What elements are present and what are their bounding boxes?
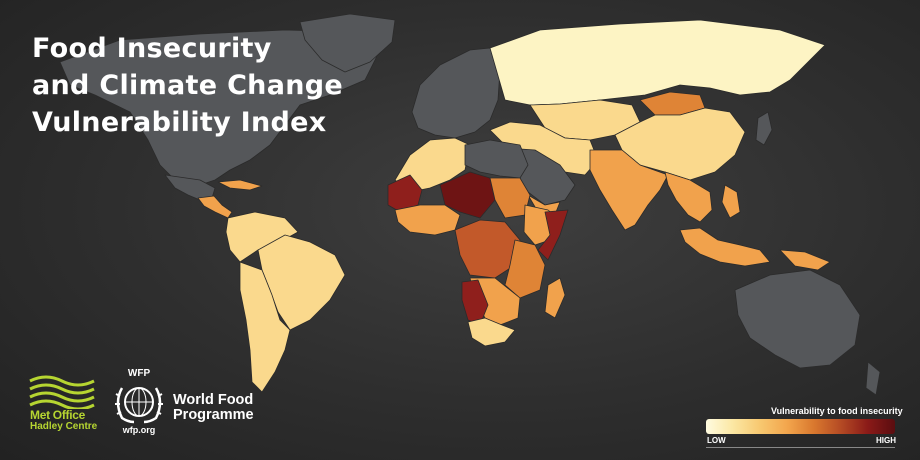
map-region-west-africa <box>394 204 461 236</box>
map-region-philippines <box>721 184 741 219</box>
met-office-logo: Met Office Hadley Centre <box>30 409 97 433</box>
legend-title: Vulnerability to food insecurity <box>771 406 903 416</box>
map-region-east-africa <box>504 239 546 299</box>
map-region-southern-cone <box>239 261 291 393</box>
wfp-name-line-1: World Food <box>173 392 254 408</box>
map-region-europe <box>411 47 501 139</box>
map-region-indonesia <box>679 227 771 267</box>
title-line-3: Vulnerability Index <box>32 107 327 138</box>
map-region-papua-new-guinea <box>779 249 831 271</box>
met-office-name: Met Office <box>30 408 86 422</box>
title-line-1: Food Insecurity <box>32 33 272 64</box>
map-region-new-zealand <box>865 361 881 396</box>
map-title: Food Insecurity and Climate Change Vulne… <box>32 30 343 141</box>
map-region-somalia <box>537 209 569 261</box>
wfp-url: wfp.org <box>122 425 156 435</box>
legend-low-label: LOW <box>707 436 726 445</box>
map-region-south-africa <box>467 317 516 347</box>
title-line-2: and Climate Change <box>32 70 343 101</box>
map-region-south-asia <box>589 149 669 231</box>
map-region-japan <box>755 111 773 146</box>
wfp-emblem-icon <box>115 387 163 424</box>
map-region-russia <box>489 19 826 106</box>
map-region-madagascar <box>544 277 566 319</box>
legend-high-label: HIGH <box>876 436 896 445</box>
map-region-greenland <box>299 13 396 73</box>
map-region-australia <box>734 269 861 369</box>
met-office-logo-icon <box>29 375 95 409</box>
legend-color-scale <box>706 419 895 434</box>
map-region-chad-niger <box>439 171 496 219</box>
map-region-libya-egypt <box>464 139 529 179</box>
met-office-subtitle: Hadley Centre <box>30 421 98 432</box>
wfp-name: World Food Programme <box>173 393 254 423</box>
map-region-central-america <box>197 195 233 219</box>
legend-divider <box>706 447 895 448</box>
map-region-southeast-asia <box>664 171 713 223</box>
wfp-abbreviation: WFP <box>127 368 151 379</box>
wfp-name-line-2: Programme <box>173 407 254 423</box>
map-region-caribbean <box>217 179 263 191</box>
